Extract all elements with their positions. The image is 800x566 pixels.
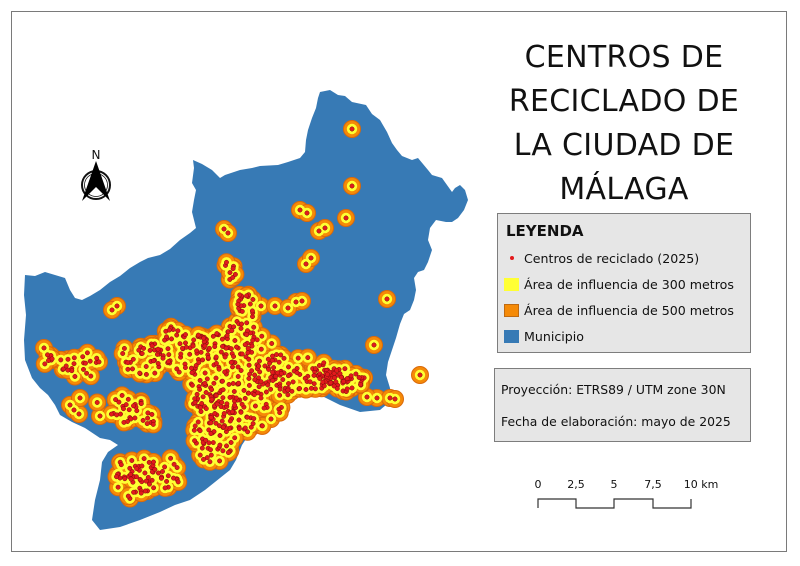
map-title: CENTROS DE RECICLADO DE LA CIUDAD DE MÁL… (496, 36, 752, 212)
date-text: Fecha de elaboración: mayo de 2025 (501, 414, 731, 429)
legend-item-municipio: Municipio (504, 327, 584, 345)
north-label: N (92, 148, 101, 162)
title-line-4: MÁLAGA (559, 172, 689, 207)
scale-label-0: 0 (534, 478, 542, 491)
scale-bar-graphic (537, 498, 692, 509)
legend-title: LEYENDA (506, 222, 584, 240)
scale-label-2-5: 2,5 (567, 478, 585, 491)
scale-label-5: 5 (610, 478, 618, 491)
north-arrow: N (74, 147, 118, 207)
yellow-swatch-icon (504, 277, 519, 291)
legend-label: Área de influencia de 500 metros (524, 302, 734, 318)
recycling-centers-layer (41, 126, 423, 501)
blue-swatch-icon (504, 329, 519, 343)
scale-label-10: 10 km (683, 478, 719, 491)
legend-label: Área de influencia de 300 metros (524, 276, 734, 292)
projection-text: Proyección: ETRS89 / UTM zone 30N (501, 382, 726, 397)
title-line-3: LA CIUDAD DE (513, 128, 735, 163)
scale-bar: 0 2,5 5 7,5 10 km (520, 478, 720, 518)
orange-swatch-icon (504, 303, 519, 317)
legend: LEYENDA Centros de reciclado (2025) Área… (497, 213, 751, 353)
map-info-box: Proyección: ETRS89 / UTM zone 30N Fecha … (494, 368, 751, 442)
legend-item-buffer-500: Área de influencia de 500 metros (504, 301, 734, 319)
point-symbol-icon (504, 252, 519, 265)
legend-label: Centros de reciclado (2025) (524, 250, 700, 266)
legend-item-buffer-300: Área de influencia de 300 metros (504, 275, 734, 293)
legend-item-recycling-centers: Centros de reciclado (2025) (504, 249, 699, 267)
legend-label: Municipio (524, 328, 584, 344)
title-line-2: RECICLADO DE (508, 84, 740, 119)
scale-label-7-5: 7,5 (644, 478, 662, 491)
title-line-1: CENTROS DE (524, 40, 724, 75)
